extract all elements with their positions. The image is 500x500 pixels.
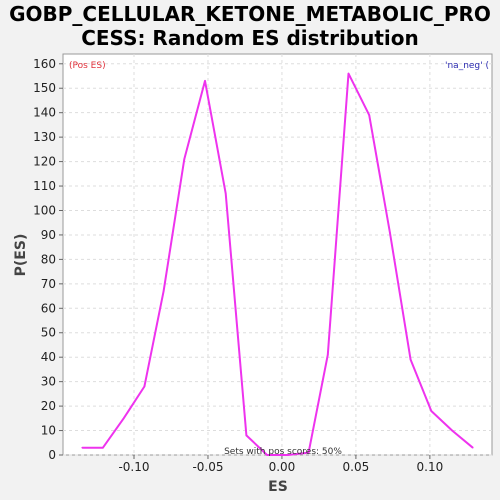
data-point [347,72,350,75]
data-point [430,410,433,412]
plot-area [62,53,493,456]
x-tick-label: 0.00 [269,460,296,474]
x-tick-label: 0.05 [343,460,370,474]
data-point [143,385,146,388]
y-tick-label: 150 [33,81,56,95]
series-line [82,72,474,456]
y-tick-label: 40 [41,350,56,364]
data-point [122,417,125,420]
data-point [307,451,310,454]
legend-pos-es: (Pos ES) [69,61,106,71]
y-tick-label: 80 [41,252,56,266]
y-tick-label: 110 [33,179,56,193]
x-axis-title: ES [268,479,288,495]
legend-na-neg: 'na_neg' ( [445,61,489,71]
y-tick-label: 70 [41,277,56,291]
x-tick-label: -0.10 [118,460,149,474]
data-point [368,114,371,116]
data-point [326,353,329,356]
y-tick-label: 30 [41,375,56,389]
y-tick-label: 60 [41,301,56,315]
data-point [245,434,248,437]
data-point [81,446,84,449]
y-tick-label: 160 [33,57,56,71]
annotation-pos-scores: Sets with pos scores: 50% [224,447,342,457]
data-point [102,446,104,449]
y-tick-label: 140 [33,106,56,120]
chart-title: GOBP_CELLULAR_KETONE_METABOLIC_PRO CESS:… [9,2,491,50]
y-tick-label: 130 [33,130,56,144]
data-point [451,429,453,432]
x-tick-label: 0.10 [417,460,444,474]
grid [63,54,492,456]
data-point [409,358,412,361]
y-tick-label: 0 [48,448,56,462]
y-axis: 0 10 20 30 40 50 60 70 80 90 100 110 120 130 140 150 160 [33,57,63,462]
x-tick-label: -0.05 [192,460,223,474]
data-point [183,158,186,160]
series-group [81,72,474,456]
data-point [162,290,165,292]
data-point [287,454,289,456]
data-point [224,192,227,195]
x-axis: -0.10 -0.05 0.00 0.05 0.10 [118,455,443,474]
data-point [389,231,391,234]
y-axis-title: P(ES) [13,234,29,277]
y-tick-label: 20 [41,399,56,413]
y-tick-label: 100 [33,203,56,217]
y-tick-label: 50 [41,326,56,340]
y-tick-label: 10 [41,424,56,438]
data-point [471,446,474,449]
data-point [204,80,206,82]
y-tick-label: 120 [33,155,56,169]
y-tick-label: 90 [41,228,56,242]
data-point [266,454,268,456]
